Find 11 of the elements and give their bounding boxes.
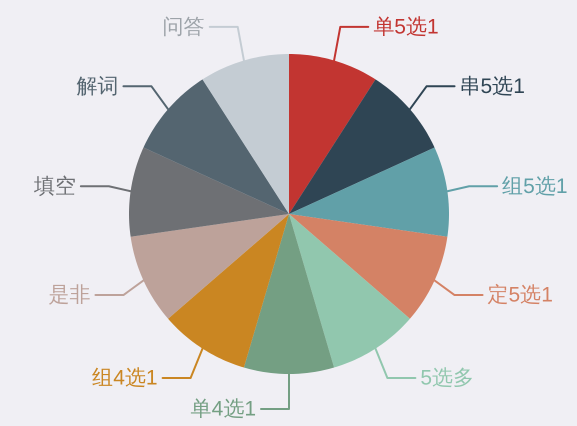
slice-label: 组5选1: [502, 174, 568, 198]
slice-label: 解词: [76, 74, 118, 98]
slice-label: 单5选1: [373, 15, 439, 38]
slice-label: 问答: [162, 15, 205, 38]
slice-label: 定5选1: [488, 284, 553, 306]
slice-label: 填空: [34, 174, 76, 198]
slice-label: 串5选1: [460, 74, 525, 98]
slice-label: 是非: [48, 284, 90, 306]
slice-label: 组4选1: [92, 366, 158, 390]
slice-label: 单4选1: [190, 398, 256, 420]
slice-label: 5选多: [420, 366, 474, 390]
